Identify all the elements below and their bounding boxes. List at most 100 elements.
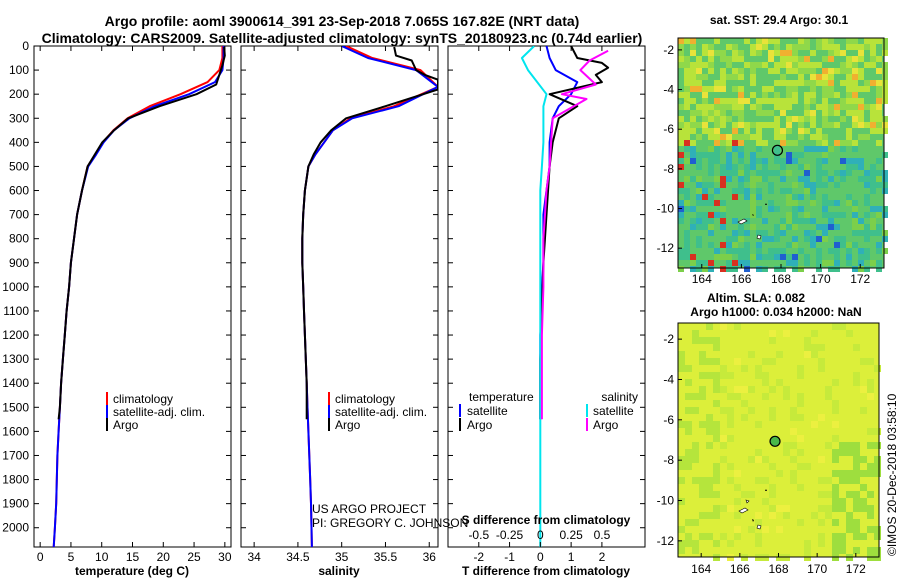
sla-cell: [825, 491, 832, 498]
sst-cell: [870, 260, 876, 266]
sst-cell: [828, 176, 834, 182]
sst-cell: [780, 224, 786, 230]
sst-cell: [678, 128, 684, 134]
sst-cell: [780, 248, 786, 254]
sla-cell: [832, 547, 839, 554]
sst-cell: [870, 80, 876, 86]
sst-cell: [756, 128, 762, 134]
sst-cell: [732, 242, 738, 248]
sst-cell: [834, 212, 840, 218]
sst-cell: [678, 140, 684, 146]
sla-cell: [678, 498, 685, 505]
sla-map-islands: [738, 489, 767, 530]
sst-cell: [774, 170, 780, 176]
map-x-tick-label: 168: [771, 272, 791, 286]
sla-cell: [804, 463, 811, 470]
sst-cell: [702, 128, 708, 134]
sst-cell: [828, 110, 834, 116]
sla-cell: [818, 477, 825, 484]
sst-cell: [852, 158, 858, 164]
sst-cell: [738, 68, 744, 74]
sst-cell: [768, 50, 774, 56]
sst-cell: [798, 128, 804, 134]
sst-cell: [852, 212, 858, 218]
sst-cell: [786, 170, 792, 176]
sst-cell: [744, 62, 750, 68]
sst-cell: [852, 110, 858, 116]
sst-cell: [816, 158, 822, 164]
sst-cell: [726, 56, 732, 62]
sst-cell: [708, 158, 714, 164]
sla-cell: [846, 491, 853, 498]
sst-cell: [774, 104, 780, 110]
sla-cell: [846, 526, 853, 533]
sst-cell: [798, 44, 804, 50]
sst-cell: [702, 212, 708, 218]
sst-cell: [786, 200, 792, 206]
sla-cell: [818, 414, 825, 421]
sst-cell: [804, 260, 810, 266]
sla-cell: [783, 393, 790, 400]
sla-cell: [797, 400, 804, 407]
sla-cell: [846, 330, 853, 337]
sla-cell: [832, 519, 839, 526]
sst-cell: [870, 128, 876, 134]
sla-cell: [720, 323, 727, 330]
sla-cell: [832, 407, 839, 414]
sst-cell: [876, 110, 882, 116]
sla-cell: [755, 477, 762, 484]
sst-cell: [738, 146, 744, 152]
sst-cell: [852, 74, 858, 80]
sst-cell: [816, 224, 822, 230]
sst-cell: [870, 206, 876, 212]
sst-cell: [678, 218, 684, 224]
sst-cell: [708, 134, 714, 140]
sla-cell: [678, 456, 685, 463]
island-shape: [737, 218, 748, 225]
sst-cell: [726, 74, 732, 80]
sla-cell: [685, 407, 692, 414]
sla-cell: [678, 547, 685, 554]
sla-cell: [713, 358, 720, 365]
map-y-tick-label: -4: [663, 83, 674, 97]
sst-cell: [834, 236, 840, 242]
sst-cell: [714, 248, 720, 254]
sla-cell: [783, 442, 790, 449]
sst-cell: [876, 182, 882, 188]
sst-cell: [732, 146, 738, 152]
sla-cell: [685, 365, 692, 372]
sst-cell: [768, 122, 774, 128]
sla-cell: [685, 428, 692, 435]
sst-cell: [804, 98, 810, 104]
sla-cell: [867, 491, 874, 498]
sla-cell: [769, 414, 776, 421]
sst-cell: [720, 122, 726, 128]
sst-cell: [792, 212, 798, 218]
sst-cell: [792, 98, 798, 104]
sla-cell: [734, 498, 741, 505]
sla-cell: [832, 505, 839, 512]
sla-cell: [713, 435, 720, 442]
sst-cell: [678, 56, 684, 62]
sst-cell: [846, 62, 852, 68]
sla-cell: [776, 526, 783, 533]
sst-cell: [678, 212, 684, 218]
sst-cell: [738, 50, 744, 56]
sla-cell: [678, 351, 685, 358]
sst-cell: [804, 92, 810, 98]
sst-cell: [798, 218, 804, 224]
sst-cell: [852, 206, 858, 212]
sst-cell: [792, 158, 798, 164]
sst-cell: [726, 158, 732, 164]
sst-cell: [834, 260, 840, 266]
sst-cell: [696, 182, 702, 188]
sst-cell: [786, 158, 792, 164]
sst-cell: [726, 62, 732, 68]
sst-cell: [870, 38, 876, 44]
imos-credit: ©IMOS 20-Dec-2018 03:58:10: [885, 393, 899, 556]
sst-cell: [792, 266, 798, 272]
sst-cell: [840, 50, 846, 56]
sla-cell: [755, 540, 762, 547]
sst-cell: [822, 170, 828, 176]
sla-cell: [818, 505, 825, 512]
